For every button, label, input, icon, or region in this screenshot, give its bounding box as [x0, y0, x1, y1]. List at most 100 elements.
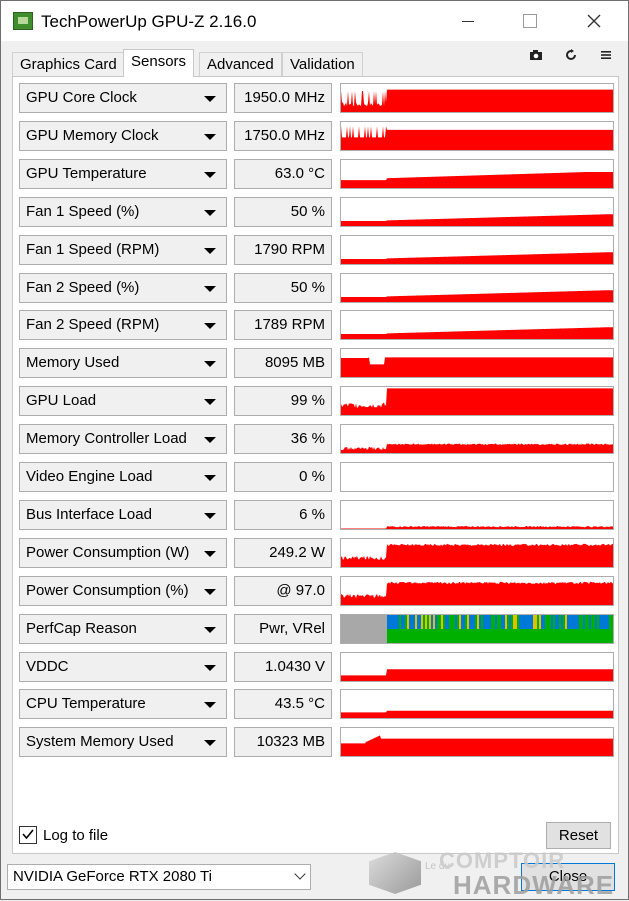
reset-button[interactable]: Reset — [546, 822, 611, 849]
minimize-icon — [462, 20, 474, 22]
perfcap-segment — [453, 614, 455, 629]
perfcap-segment — [487, 614, 489, 629]
sensor-name-label: VDDC — [26, 657, 69, 675]
perfcap-segment — [535, 614, 537, 629]
close-icon — [587, 14, 601, 28]
perfcap-segment — [415, 614, 417, 629]
tab-sensors[interactable]: Sensors — [123, 49, 195, 77]
sensor-name-dropdown[interactable]: GPU Load — [19, 386, 227, 417]
perfcap-segment — [531, 614, 533, 629]
log-to-file-checkbox[interactable] — [19, 826, 37, 844]
sensor-graph — [340, 272, 614, 303]
title-bar[interactable]: TechPowerUp GPU-Z 2.16.0 — [1, 1, 628, 41]
close-button[interactable]: Close — [521, 863, 615, 891]
maximize-button[interactable] — [507, 1, 553, 41]
sensor-name-dropdown[interactable]: Fan 2 Speed (%) — [19, 272, 227, 303]
sensor-graph-area — [341, 735, 613, 757]
sensor-name-label: Power Consumption (%) — [26, 581, 189, 599]
menu-icon[interactable] — [597, 49, 615, 65]
watermark-top-text: COMPTOIR — [439, 848, 566, 873]
sensor-name-label: GPU Temperature — [26, 164, 147, 182]
sensor-name-dropdown[interactable]: Fan 1 Speed (%) — [19, 196, 227, 227]
perfcap-segment — [471, 614, 473, 629]
perfcap-segment — [397, 614, 399, 629]
sensor-name-label: Power Consumption (W) — [26, 543, 190, 561]
sensor-name-dropdown[interactable]: Power Consumption (%) — [19, 575, 227, 606]
sensor-graph-svg — [341, 543, 613, 567]
sensor-name-dropdown[interactable]: Video Engine Load — [19, 462, 227, 492]
dropdown-arrow-icon — [204, 361, 216, 368]
watermark-cube-icon — [369, 852, 421, 894]
sensor-name-dropdown[interactable]: CPU Temperature — [19, 689, 227, 720]
perfcap-segment — [485, 614, 487, 629]
perfcap-segment — [601, 614, 603, 629]
sensor-graph — [340, 310, 614, 341]
sensor-graph-svg — [341, 213, 613, 226]
sensor-graph — [340, 689, 614, 720]
perfcap-segment — [437, 614, 439, 629]
sensor-value: 1950.0 MHz — [234, 83, 332, 113]
perfcap-segment — [469, 614, 471, 629]
sensor-name-label: Memory Used — [26, 354, 120, 372]
sensor-value: 50 % — [234, 272, 332, 303]
dropdown-arrow-icon — [204, 96, 216, 102]
minimize-button[interactable] — [445, 1, 491, 41]
sensor-graph — [340, 424, 614, 455]
perfcap-segment — [433, 614, 435, 629]
sensor-name-dropdown[interactable]: GPU Core Clock — [19, 83, 227, 113]
camera-icon[interactable] — [527, 49, 545, 65]
dropdown-arrow-icon — [204, 209, 216, 216]
sensor-name-dropdown[interactable]: GPU Temperature — [19, 158, 227, 189]
close-window-button[interactable] — [571, 1, 617, 41]
sensor-graph-svg — [341, 327, 613, 340]
sensor-value: 63.0 °C — [234, 158, 332, 189]
tab-graphics-card[interactable]: Graphics Card — [12, 52, 125, 76]
perfcap-segment — [517, 614, 519, 629]
sensor-graph — [340, 613, 614, 644]
sensor-name-dropdown[interactable]: Fan 1 Speed (RPM) — [19, 234, 227, 265]
sensor-graph-svg — [341, 668, 613, 681]
tab-advanced[interactable]: Advanced — [199, 52, 282, 76]
sensor-graph — [340, 196, 614, 227]
perfcap-segment — [459, 614, 461, 629]
perfcap-segment — [541, 614, 543, 629]
dropdown-arrow-icon — [204, 247, 216, 254]
sensor-value: 1789 RPM — [234, 310, 332, 341]
sensor-name-dropdown[interactable]: VDDC — [19, 651, 227, 682]
sensor-graph — [340, 537, 614, 568]
sensor-graph-area — [341, 711, 613, 719]
perfcap-segment — [513, 614, 515, 629]
sensor-name-dropdown[interactable]: Memory Used — [19, 348, 227, 379]
sensor-value: 99 % — [234, 386, 332, 417]
dropdown-arrow-icon — [204, 664, 216, 671]
sensor-name-dropdown[interactable]: Power Consumption (W) — [19, 537, 227, 568]
perfcap-segment — [507, 614, 509, 629]
perfcap-segment — [443, 614, 445, 629]
tab-validation[interactable]: Validation — [282, 52, 363, 76]
sensor-name-dropdown[interactable]: PerfCap Reason — [19, 613, 227, 644]
perfcap-segment — [527, 614, 529, 629]
perfcap-segment — [483, 614, 485, 629]
sensor-graph-svg — [341, 711, 613, 719]
sensor-name-dropdown[interactable]: Bus Interface Load — [19, 499, 227, 530]
sensor-row: Fan 2 Speed (%) 50 % — [19, 272, 615, 303]
sensor-name-label: Fan 2 Speed (%) — [26, 278, 140, 296]
gpu-select[interactable]: NVIDIA GeForce RTX 2080 Ti — [7, 864, 311, 890]
perfcap-segment — [581, 614, 583, 629]
sensor-row: GPU Temperature 63.0 °C — [19, 158, 615, 189]
gpu-select-value: NVIDIA GeForce RTX 2080 Ti — [13, 868, 212, 885]
sensor-name-dropdown[interactable]: System Memory Used — [19, 727, 227, 758]
sensor-name-dropdown[interactable]: GPU Memory Clock — [19, 120, 227, 151]
dropdown-arrow-icon — [204, 133, 216, 140]
refresh-icon[interactable] — [562, 49, 580, 65]
sensor-graph — [340, 234, 614, 265]
sensor-graph — [340, 499, 614, 530]
sensor-graph — [340, 575, 614, 606]
sensor-name-dropdown[interactable]: Fan 2 Speed (RPM) — [19, 310, 227, 341]
sensor-name-dropdown[interactable]: Memory Controller Load — [19, 424, 227, 455]
perfcap-segment — [511, 614, 513, 629]
perfcap-segment — [525, 614, 527, 629]
perfcap-segment — [551, 614, 553, 629]
perfcap-segment — [565, 614, 567, 629]
